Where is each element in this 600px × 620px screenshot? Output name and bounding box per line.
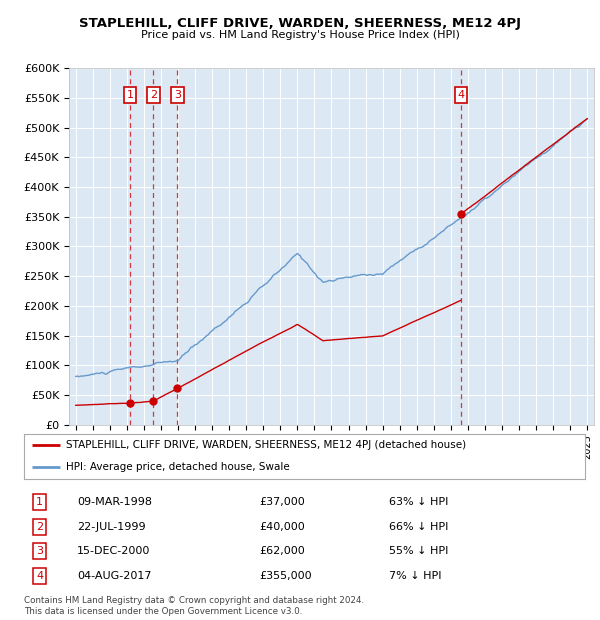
Text: 1: 1 (36, 497, 43, 507)
Text: 3: 3 (36, 546, 43, 556)
Text: 2: 2 (36, 522, 43, 532)
Text: £62,000: £62,000 (260, 546, 305, 556)
Text: Contains HM Land Registry data © Crown copyright and database right 2024.
This d: Contains HM Land Registry data © Crown c… (24, 596, 364, 616)
Text: 66% ↓ HPI: 66% ↓ HPI (389, 522, 448, 532)
Text: 55% ↓ HPI: 55% ↓ HPI (389, 546, 448, 556)
Text: 1: 1 (127, 90, 134, 100)
Text: 22-JUL-1999: 22-JUL-1999 (77, 522, 146, 532)
Text: Price paid vs. HM Land Registry's House Price Index (HPI): Price paid vs. HM Land Registry's House … (140, 30, 460, 40)
Text: 4: 4 (457, 90, 464, 100)
Text: 15-DEC-2000: 15-DEC-2000 (77, 546, 151, 556)
Text: 4: 4 (36, 571, 43, 581)
Text: 04-AUG-2017: 04-AUG-2017 (77, 571, 152, 581)
Text: 3: 3 (174, 90, 181, 100)
Text: STAPLEHILL, CLIFF DRIVE, WARDEN, SHEERNESS, ME12 4PJ: STAPLEHILL, CLIFF DRIVE, WARDEN, SHEERNE… (79, 17, 521, 30)
Text: £40,000: £40,000 (260, 522, 305, 532)
Text: 2: 2 (150, 90, 157, 100)
Text: 63% ↓ HPI: 63% ↓ HPI (389, 497, 448, 507)
Text: 09-MAR-1998: 09-MAR-1998 (77, 497, 152, 507)
Text: £355,000: £355,000 (260, 571, 312, 581)
Text: 7% ↓ HPI: 7% ↓ HPI (389, 571, 441, 581)
Text: STAPLEHILL, CLIFF DRIVE, WARDEN, SHEERNESS, ME12 4PJ (detached house): STAPLEHILL, CLIFF DRIVE, WARDEN, SHEERNE… (66, 440, 466, 450)
Text: £37,000: £37,000 (260, 497, 305, 507)
Text: HPI: Average price, detached house, Swale: HPI: Average price, detached house, Swal… (66, 463, 290, 472)
